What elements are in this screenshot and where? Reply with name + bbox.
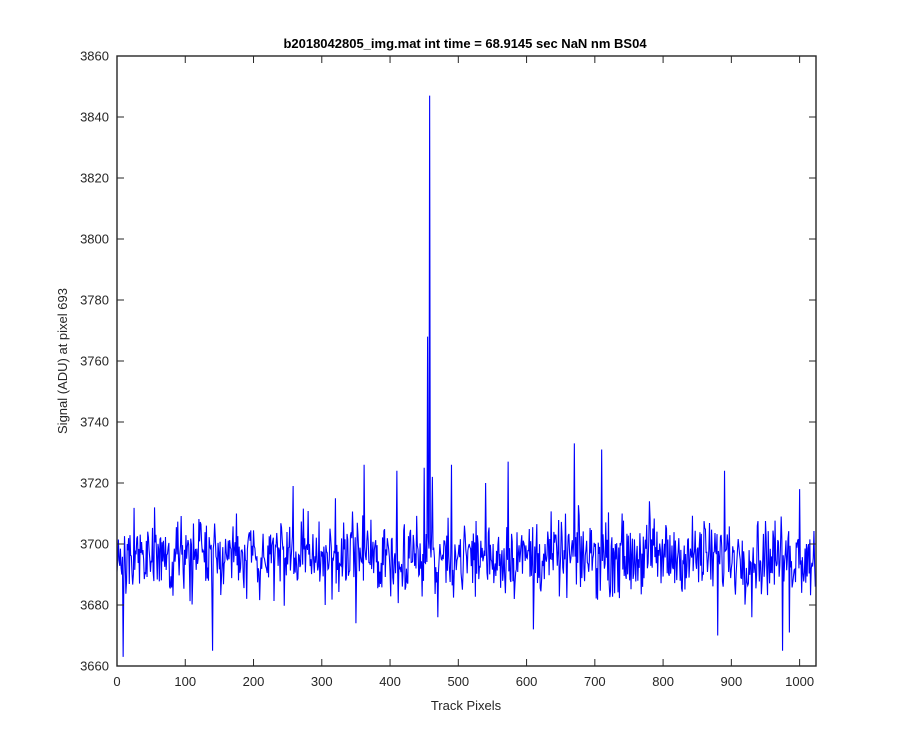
x-tick-label: 1000 (785, 674, 814, 689)
x-tick-label: 500 (447, 674, 469, 689)
y-axis-label: Signal (ADU) at pixel 693 (55, 288, 70, 434)
y-axis: 3660 3680 3700 3720 3740 3760 3780 3800 3820 3840… (80, 49, 816, 674)
y-tick-label: 3740 (80, 415, 109, 430)
x-tick-label: 800 (652, 674, 674, 689)
x-tick-label: 100 (174, 674, 196, 689)
y-tick-label: 3720 (80, 476, 109, 491)
signal-series-line (116, 95, 816, 657)
x-tick-label: 200 (243, 674, 265, 689)
y-tick-label: 3660 (80, 659, 109, 674)
x-axis: 0 100 200 300 400 500 600 700 800 900 1000 (113, 56, 814, 689)
x-tick-label: 600 (516, 674, 538, 689)
y-tick-label: 3700 (80, 537, 109, 552)
x-tick-label: 900 (721, 674, 743, 689)
chart-title: b2018042805_img.mat int time = 68.9145 s… (283, 36, 647, 51)
series-layer (116, 95, 816, 657)
x-tick-label: 300 (311, 674, 333, 689)
y-tick-label: 3800 (80, 232, 109, 247)
y-tick-label: 3840 (80, 110, 109, 125)
x-axis-label: Track Pixels (431, 698, 502, 713)
y-tick-label: 3820 (80, 171, 109, 186)
y-tick-label: 3860 (80, 49, 109, 64)
x-tick-label: 400 (379, 674, 401, 689)
x-tick-label: 700 (584, 674, 606, 689)
y-tick-label: 3780 (80, 293, 109, 308)
y-tick-label: 3680 (80, 598, 109, 613)
x-tick-label: 0 (113, 674, 120, 689)
y-tick-label: 3760 (80, 354, 109, 369)
